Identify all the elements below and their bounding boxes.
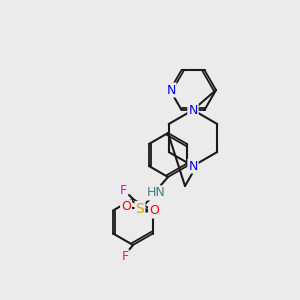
Text: N: N <box>166 83 176 97</box>
Text: O: O <box>149 205 159 218</box>
Text: O: O <box>121 200 131 214</box>
Text: F: F <box>119 184 127 197</box>
Text: F: F <box>122 250 129 263</box>
Text: S: S <box>136 202 144 216</box>
Text: HN: HN <box>147 187 165 200</box>
Text: N: N <box>188 160 198 172</box>
Text: N: N <box>188 103 198 116</box>
